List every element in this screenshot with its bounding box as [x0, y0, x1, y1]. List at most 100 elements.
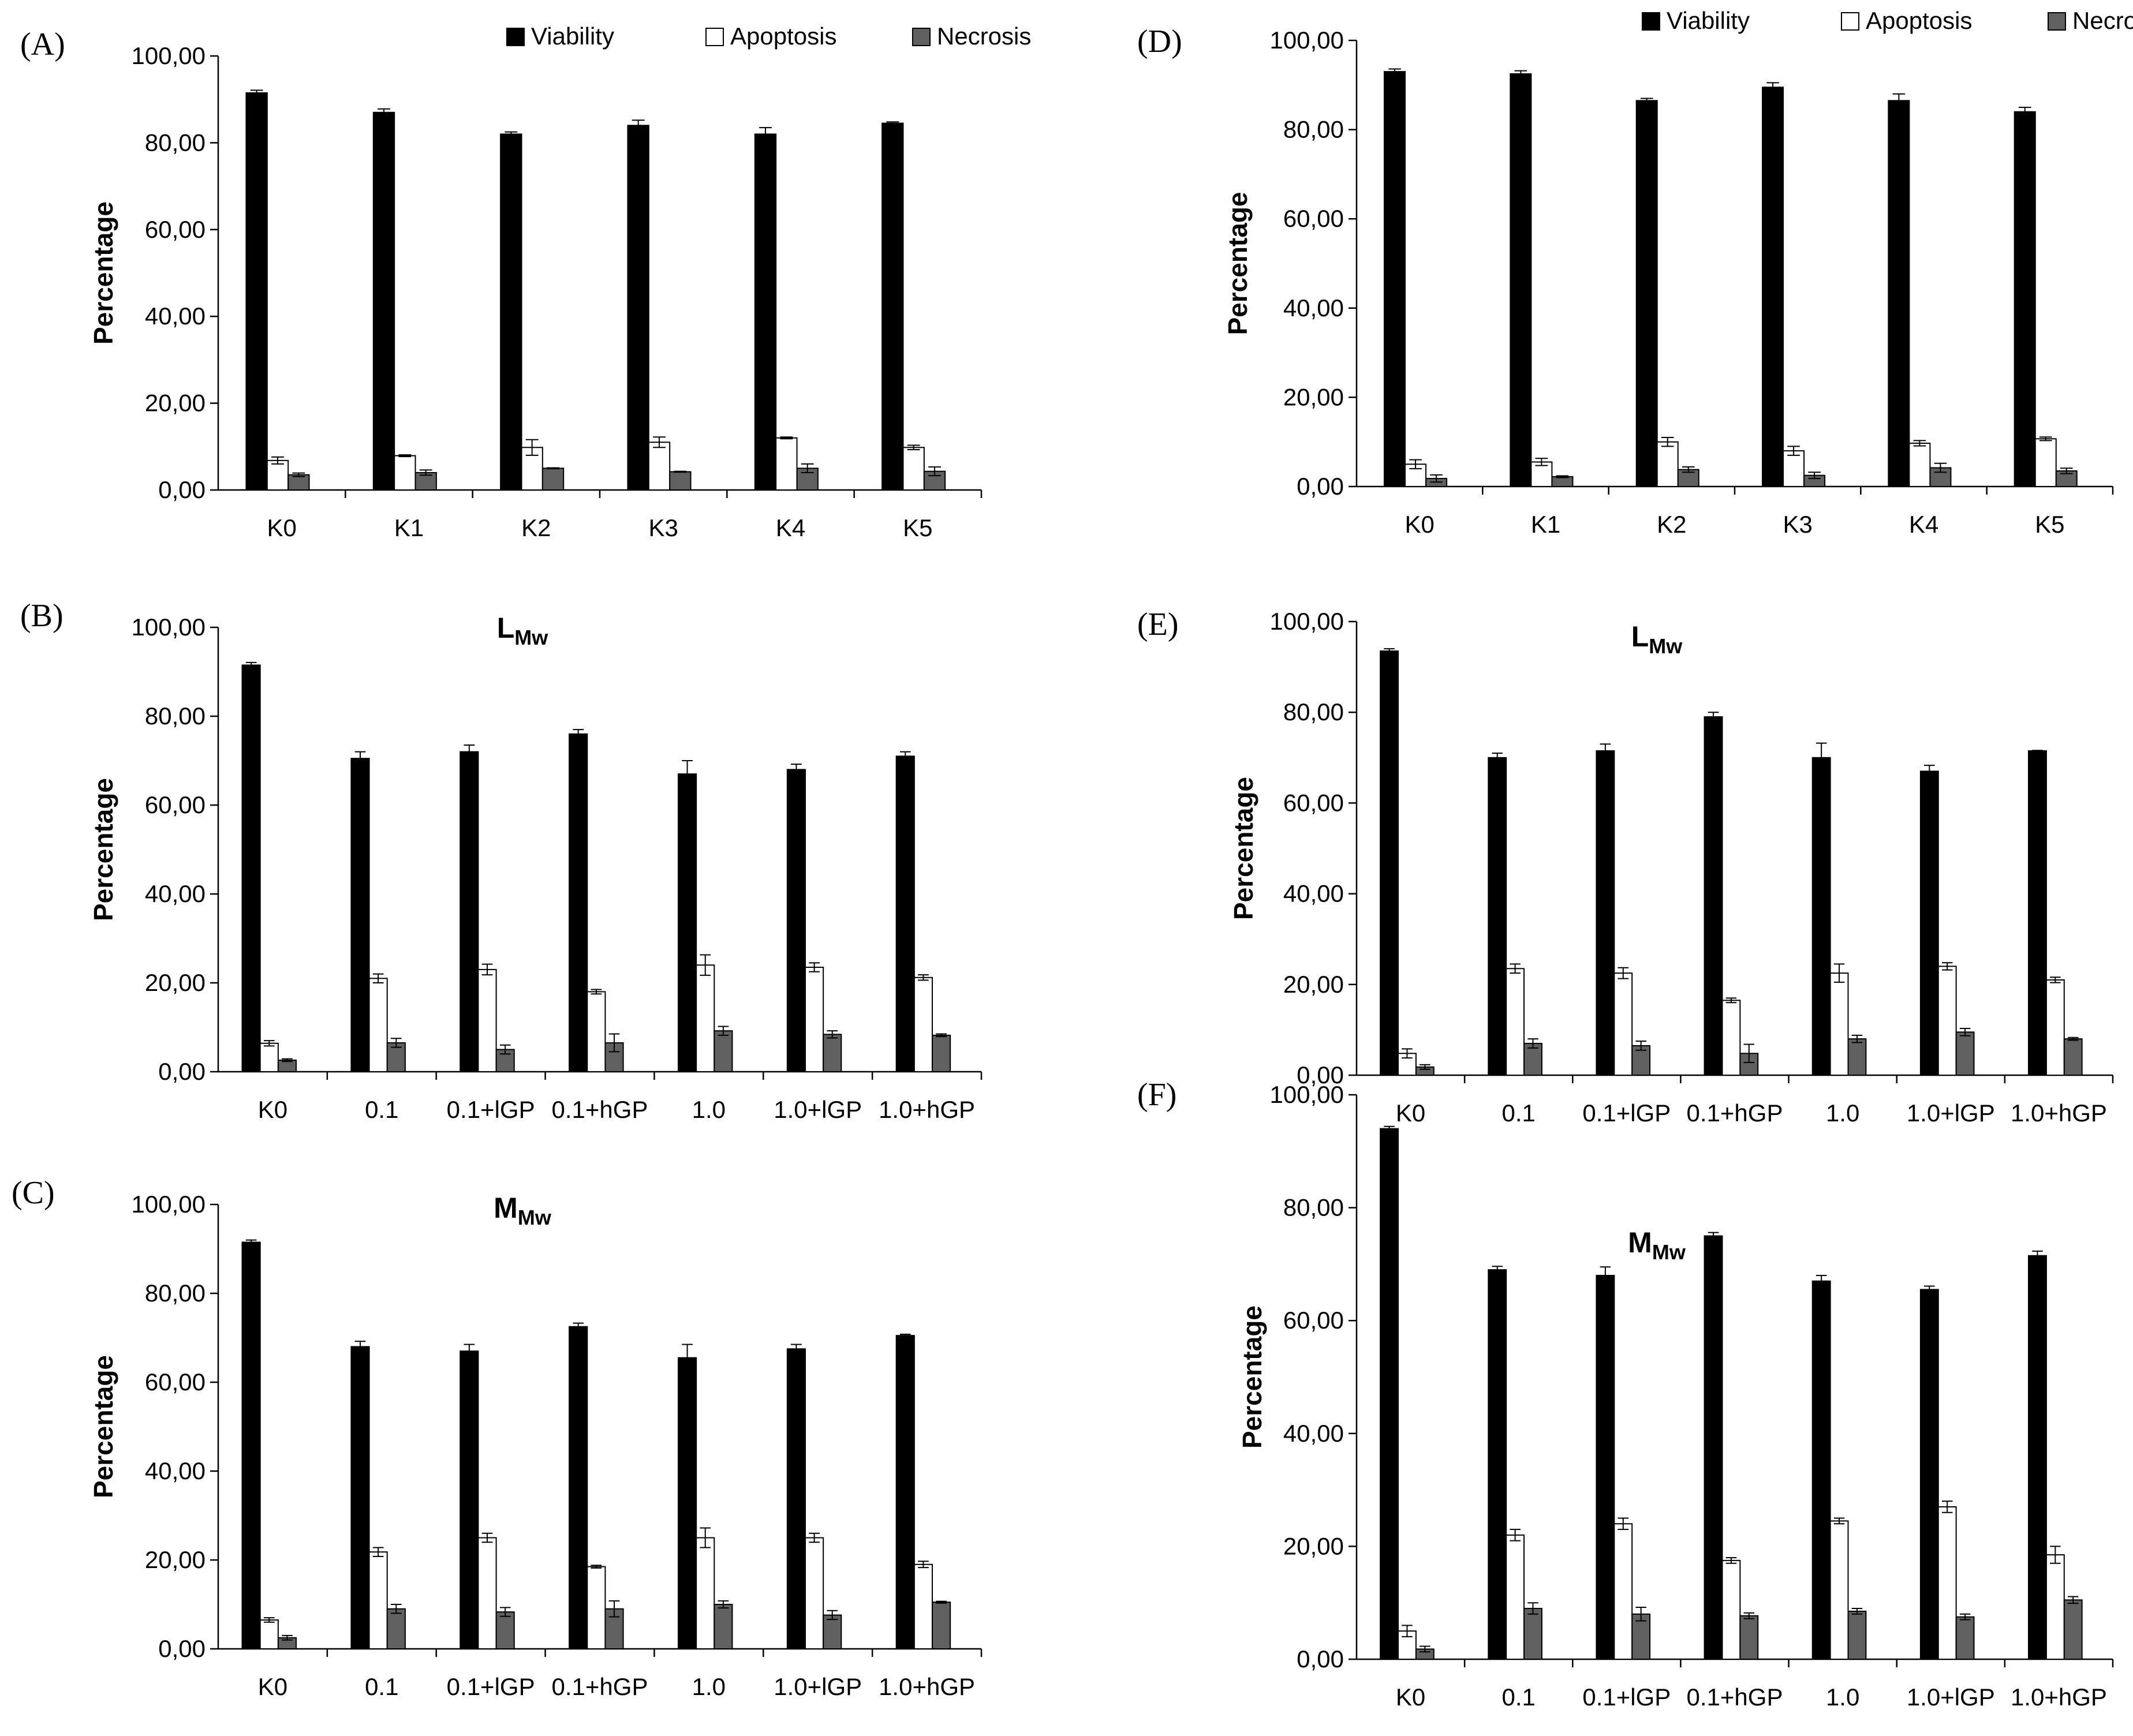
- bar-necrosis-1.0+lGP: [823, 1614, 842, 1649]
- bar-viability-1.0: [1811, 757, 1831, 1076]
- bar-apoptosis-K0: [259, 1042, 279, 1072]
- bar-apoptosis-1.0+lGP: [1937, 1506, 1957, 1660]
- bar-apoptosis-K0: [266, 459, 289, 491]
- panel-label: (C): [12, 1175, 55, 1211]
- bar-viability-1.0+hGP: [2028, 1255, 2047, 1660]
- y-tick-label: 20,00: [1283, 1532, 1344, 1559]
- bar-viability-K4: [754, 133, 777, 491]
- chart-title: MMw: [1628, 1226, 1686, 1264]
- y-tick-label: 60,00: [1283, 789, 1344, 816]
- bar-apoptosis-1.0+hGP: [913, 976, 933, 1073]
- bar-necrosis-1.0+lGP: [1955, 1031, 1975, 1076]
- x-tick-label: 0.1+hGP: [1687, 1099, 1783, 1127]
- y-tick-label: 60,00: [145, 1368, 206, 1395]
- bar-viability-K3: [1762, 87, 1784, 488]
- bar-apoptosis-0.1: [1506, 1534, 1525, 1660]
- legend-swatch-apoptosis: [1841, 12, 1859, 31]
- y-tick-label: 100,00: [1270, 1081, 1344, 1108]
- y-axis-label: Percentage: [1237, 1305, 1267, 1449]
- y-tick-label: 0,00: [158, 476, 206, 503]
- y-tick-label: 80,00: [1283, 698, 1344, 725]
- bar-apoptosis-K3: [648, 442, 671, 491]
- bar-viability-K0: [241, 1241, 261, 1649]
- x-tick-label: K0: [267, 514, 296, 541]
- bar-apoptosis-1.0: [696, 1537, 715, 1649]
- bar-viability-1.0: [677, 773, 697, 1072]
- x-tick-label: K5: [2035, 511, 2064, 538]
- x-tick-label: K5: [903, 514, 932, 541]
- x-tick-label: K4: [1909, 511, 1938, 538]
- y-tick-label: 80,00: [1283, 1194, 1344, 1221]
- x-tick-label: 0.1: [1502, 1683, 1536, 1711]
- legend-swatch-necrosis: [912, 28, 931, 46]
- bar-viability-K0: [245, 92, 268, 491]
- bar-viability-K0: [241, 664, 261, 1072]
- chart-title: LMw: [1631, 620, 1683, 658]
- x-tick-label: 1.0: [692, 1096, 726, 1123]
- bar-necrosis-1.0+hGP: [2063, 1599, 2083, 1660]
- bar-viability-K3: [627, 125, 649, 491]
- x-tick-label: 0.1+lGP: [447, 1096, 535, 1123]
- chart-panel-a: (A) 0,00 20,00 40,00 60,00 80,00 100,00 Percent…: [20, 23, 1031, 541]
- x-tick-label: 0.1: [1502, 1099, 1536, 1127]
- x-tick-label: K0: [1396, 1683, 1425, 1711]
- y-tick-label: 60,00: [1283, 1307, 1344, 1334]
- x-tick-label: 1.0: [692, 1673, 726, 1700]
- y-tick-label: 60,00: [145, 216, 206, 243]
- x-tick-label: 1.0: [1826, 1683, 1859, 1711]
- bar-viability-0.1+lGP: [460, 1350, 479, 1650]
- legend-swatch-viability: [1642, 12, 1660, 31]
- bar-viability-K0: [1384, 71, 1406, 488]
- bar-necrosis-K0: [287, 474, 310, 491]
- x-tick-label: 0.1+lGP: [447, 1673, 535, 1700]
- x-tick-label: K0: [258, 1096, 287, 1123]
- x-tick-label: 0.1+hGP: [552, 1096, 648, 1123]
- y-tick-label: 40,00: [1283, 880, 1344, 907]
- y-tick-label: 20,00: [1283, 971, 1344, 998]
- x-tick-label: K2: [1657, 511, 1686, 538]
- bar-apoptosis-1.0+hGP: [913, 1563, 933, 1649]
- bar-viability-1.0+hGP: [2028, 750, 2047, 1076]
- x-tick-label: K3: [1783, 511, 1812, 538]
- bar-necrosis-1.0+hGP: [2063, 1038, 2083, 1076]
- bar-apoptosis-K0: [259, 1619, 279, 1649]
- x-tick-label: 1.0+hGP: [2011, 1683, 2107, 1711]
- y-tick-label: 80,00: [145, 1279, 206, 1307]
- bar-viability-0.1+hGP: [569, 1326, 588, 1649]
- legend-label-viability: Viability: [1667, 7, 1750, 34]
- y-tick-label: 40,00: [1283, 294, 1344, 321]
- x-tick-label: K2: [521, 514, 551, 541]
- bar-viability-K1: [372, 111, 395, 491]
- bar-apoptosis-0.1+lGP: [477, 1537, 497, 1649]
- bar-apoptosis-0.1+hGP: [1721, 1559, 1741, 1660]
- legend-label-necrosis: Necrosis: [937, 23, 1031, 50]
- bar-apoptosis-0.1: [368, 978, 388, 1073]
- panel-label: (D): [1137, 24, 1182, 59]
- bar-apoptosis-K4: [775, 437, 798, 491]
- x-tick-label: K1: [394, 514, 424, 541]
- legend-label-apoptosis: Apoptosis: [1866, 7, 1972, 34]
- bar-viability-K0: [1380, 650, 1399, 1076]
- y-tick-label: 80,00: [145, 129, 206, 156]
- x-tick-label: 1.0+hGP: [879, 1096, 975, 1123]
- y-tick-label: 20,00: [145, 390, 206, 417]
- panel-label: (B): [20, 598, 63, 634]
- bar-apoptosis-0.1: [1506, 968, 1525, 1076]
- bar-necrosis-0.1+lGP: [495, 1611, 515, 1650]
- x-tick-label: 1.0+lGP: [774, 1096, 862, 1123]
- bar-apoptosis-0.1+lGP: [1613, 1523, 1633, 1660]
- y-tick-label: 40,00: [145, 302, 206, 330]
- bar-apoptosis-K2: [1656, 441, 1679, 488]
- panel-label: (F): [1137, 1077, 1176, 1113]
- x-tick-label: 0.1: [365, 1673, 398, 1700]
- bar-viability-K4: [1888, 100, 1910, 488]
- y-tick-label: 40,00: [145, 1457, 206, 1484]
- bar-viability-0.1: [350, 1346, 370, 1649]
- bar-apoptosis-K5: [2034, 438, 2057, 487]
- x-tick-label: 0.1+hGP: [1687, 1683, 1783, 1711]
- y-tick-label: 40,00: [1283, 1420, 1344, 1447]
- x-tick-label: 1.0+hGP: [879, 1673, 975, 1700]
- y-tick-label: 0,00: [158, 1635, 206, 1662]
- bar-apoptosis-1.0+lGP: [804, 967, 824, 1073]
- bar-necrosis-K1: [1551, 476, 1574, 488]
